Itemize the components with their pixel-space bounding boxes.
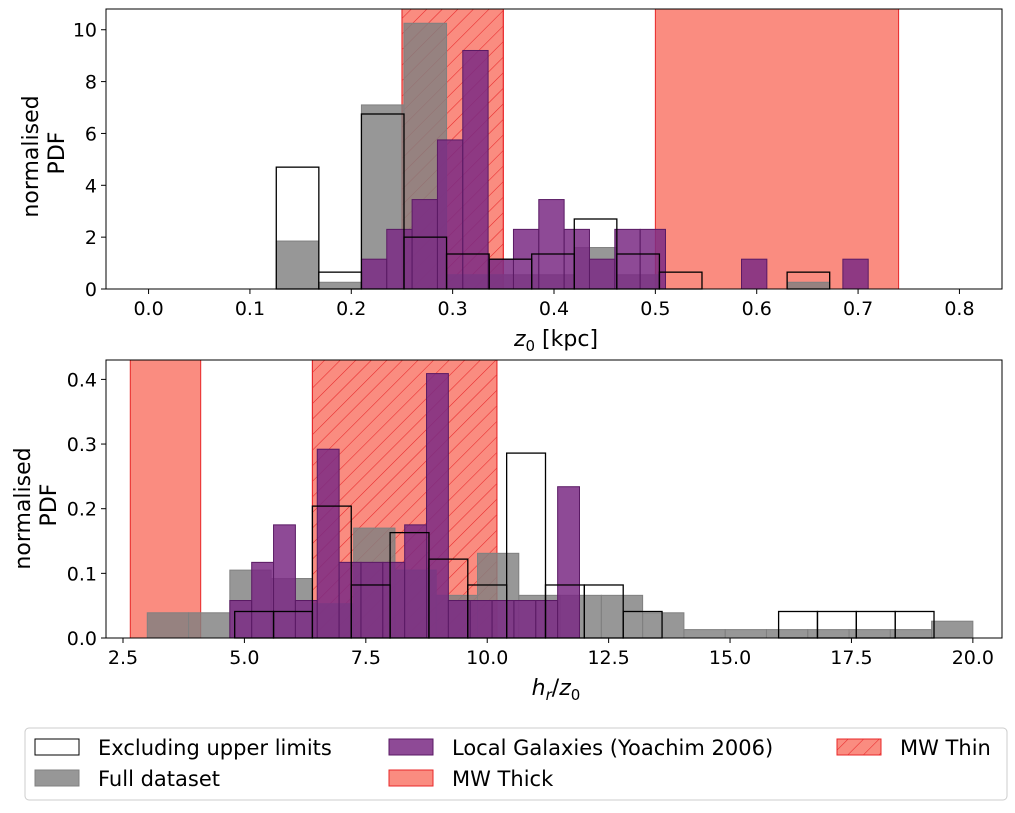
top-bar-local bbox=[411, 199, 438, 290]
top-y-axis-label: normalised PDF bbox=[19, 88, 70, 217]
top-ylabel-line1: normalised bbox=[19, 95, 44, 217]
bottom-ylabel-line1: normalised bbox=[11, 447, 36, 569]
top-bar-local bbox=[741, 258, 768, 290]
bottom-bar-local bbox=[382, 561, 406, 639]
legend: Excluding upper limits Full dataset Loca… bbox=[24, 727, 1008, 801]
bottom-bar-full bbox=[931, 620, 974, 639]
top-ytick-label: 4 bbox=[85, 175, 97, 197]
bottom-y-axis-label: normalised PDF bbox=[11, 440, 62, 569]
top-xtick-label: 0.6 bbox=[742, 298, 772, 320]
bottom-bar-local bbox=[294, 600, 318, 639]
bottom-bar-local bbox=[404, 524, 428, 639]
legend-swatch-local bbox=[388, 738, 434, 756]
bottom-bar-full bbox=[188, 612, 231, 639]
legend-swatch-thick bbox=[388, 769, 434, 787]
top-span-thick bbox=[654, 8, 900, 290]
bottom-bar-full bbox=[848, 629, 891, 639]
bottom-bar-local bbox=[251, 561, 275, 639]
top-xtick-label: 0.2 bbox=[336, 298, 366, 320]
bottom-histogram-panel: 2.5 5.0 7.5 10.0 12.5 15.0 17.5 20.0 0.0 0.1 0.2 0… bbox=[11, 359, 1003, 704]
top-bar-local bbox=[360, 258, 388, 290]
bottom-ytick-label: 0.4 bbox=[67, 369, 97, 391]
bottom-ytick-label: 0.2 bbox=[67, 499, 97, 521]
bottom-bar-local bbox=[229, 600, 253, 639]
top-xtick-label: 0.1 bbox=[235, 298, 265, 320]
top-ytick-label: 8 bbox=[85, 72, 97, 94]
bottom-bar-local bbox=[338, 561, 362, 639]
top-bar-local bbox=[386, 228, 413, 290]
bottom-bar-full bbox=[642, 612, 685, 639]
legend-label-thick: MW Thick bbox=[452, 767, 554, 791]
legend-label-thin: MW Thin bbox=[900, 736, 991, 760]
bottom-bar-full bbox=[146, 612, 190, 639]
bottom-x-axis-label: hr/z0 bbox=[532, 676, 581, 704]
legend-swatch-full bbox=[34, 769, 80, 787]
bottom-xtick-label: 7.5 bbox=[351, 647, 381, 669]
bottom-bar-local bbox=[557, 486, 580, 639]
top-bar-local bbox=[614, 228, 641, 290]
bottom-bar-full bbox=[889, 629, 933, 639]
top-xtick-label: 0.0 bbox=[133, 298, 163, 320]
bottom-axes-frame bbox=[105, 359, 1003, 639]
top-ytick-label: 10 bbox=[73, 20, 97, 42]
top-histogram-panel: 0.0 0.1 0.2 0.3 0.4 0.5 0.6 0.7 0.8 0 2 4 6 8 10 z0 [… bbox=[19, 8, 1003, 355]
bottom-bar-local bbox=[469, 600, 493, 639]
legend-label-full: Full dataset bbox=[98, 767, 220, 791]
bottom-bar-full bbox=[765, 629, 809, 639]
top-bar-local bbox=[462, 49, 489, 290]
bottom-span-thick bbox=[129, 359, 202, 639]
legend-label-local: Local Galaxies (Yoachim 2006) bbox=[452, 736, 773, 760]
top-bar-local bbox=[563, 228, 590, 290]
top-ytick-label: 0 bbox=[85, 279, 97, 301]
bottom-bar-local bbox=[491, 600, 515, 639]
bottom-bar-full bbox=[807, 629, 850, 639]
top-ytick-label: 6 bbox=[85, 123, 97, 145]
top-bar-full bbox=[318, 281, 362, 290]
bottom-bar-local bbox=[535, 600, 559, 639]
legend-label-excluding: Excluding upper limits bbox=[98, 736, 332, 760]
bottom-xtick-label: 10.0 bbox=[466, 647, 508, 669]
top-bar-local bbox=[588, 258, 616, 290]
top-bar-local bbox=[639, 228, 666, 290]
bottom-bar-full bbox=[600, 594, 644, 639]
top-bar-full bbox=[275, 240, 320, 290]
top-xtick-label: 0.4 bbox=[539, 298, 569, 320]
top-bar-local bbox=[487, 258, 514, 290]
legend-swatch-excluding bbox=[34, 738, 80, 756]
top-bar-local bbox=[842, 258, 869, 290]
bottom-bar-full bbox=[724, 629, 767, 639]
bottom-bar-local bbox=[273, 524, 296, 639]
bottom-ytick-label: 0.3 bbox=[67, 434, 97, 456]
bottom-bar-local bbox=[360, 561, 384, 639]
top-x-axis-label: z0 [kpc] bbox=[513, 327, 598, 355]
bottom-xtick-label: 12.5 bbox=[587, 647, 629, 669]
bottom-bar-local bbox=[447, 600, 471, 639]
bottom-bar-full bbox=[683, 629, 726, 639]
bottom-bar-local bbox=[316, 448, 340, 639]
legend-swatch-thin-hatch bbox=[836, 738, 882, 756]
top-bar-local bbox=[538, 199, 565, 290]
top-xtick-label: 0.5 bbox=[640, 298, 670, 320]
bottom-ytick-label: 0.0 bbox=[67, 628, 97, 650]
bottom-xtick-label: 2.5 bbox=[108, 647, 138, 669]
bottom-bar-local bbox=[513, 600, 537, 639]
top-ytick-label: 2 bbox=[85, 227, 97, 249]
bottom-xtick-label: 15.0 bbox=[709, 647, 751, 669]
bottom-ylabel-line2: PDF bbox=[37, 484, 62, 527]
top-xtick-label: 0.8 bbox=[944, 298, 974, 320]
bottom-ytick-label: 0.1 bbox=[67, 563, 97, 585]
bottom-xtick-label: 17.5 bbox=[830, 647, 872, 669]
top-bar-local bbox=[436, 139, 464, 290]
top-ylabel-line2: PDF bbox=[45, 132, 70, 175]
bottom-xtick-label: 20.0 bbox=[952, 647, 994, 669]
bottom-bar-local bbox=[426, 373, 449, 639]
top-xtick-label: 0.7 bbox=[843, 298, 873, 320]
top-bar-full bbox=[786, 281, 831, 290]
bottom-xtick-label: 5.0 bbox=[229, 647, 259, 669]
top-xtick-label: 0.3 bbox=[438, 298, 468, 320]
